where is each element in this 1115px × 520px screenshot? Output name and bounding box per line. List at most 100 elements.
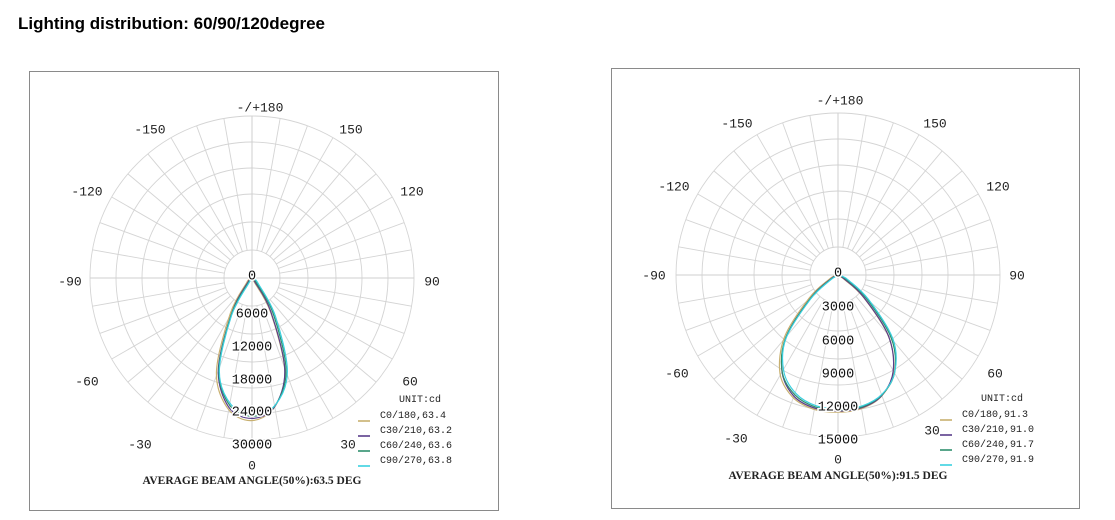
radial-tick-label: 6000 xyxy=(236,308,268,323)
grid-spoke xyxy=(864,284,991,331)
beam-angle-footer: AVERAGE BEAM ANGLE(50%):91.5 DEG xyxy=(729,470,948,482)
grid-spoke xyxy=(127,295,231,383)
grid-spoke xyxy=(678,279,811,304)
series-line-c0-180-63-4 xyxy=(215,277,286,422)
radial-tick-label: 12000 xyxy=(232,341,273,356)
radial-tick-label: 6000 xyxy=(822,335,854,350)
series-line-c90-270-63-8 xyxy=(218,277,288,415)
angle-label: -90 xyxy=(642,268,665,283)
grid-spoke xyxy=(809,302,834,435)
grid-spoke xyxy=(278,287,405,334)
angle-label: -/+180 xyxy=(817,93,864,108)
grid-spoke xyxy=(842,302,867,435)
radial-tick-label: 12000 xyxy=(818,401,859,416)
grid-spoke xyxy=(862,193,979,262)
radial-tick-label: 3000 xyxy=(822,301,854,316)
angle-label: 30 xyxy=(340,437,356,452)
polar-chart-panel-left: -/+180 -150 150 -120 120 -90 90 -60 60 -30 30 0 0 600… xyxy=(29,71,499,511)
angle-label: 120 xyxy=(400,184,423,199)
angle-label: -150 xyxy=(721,116,752,131)
grid-spoke xyxy=(842,115,867,248)
angle-label: -150 xyxy=(134,122,165,137)
grid-spoke xyxy=(697,193,814,262)
angle-label: -60 xyxy=(665,366,688,381)
grid-spoke xyxy=(756,299,825,416)
angle-label: 60 xyxy=(402,374,418,389)
angle-label: 30 xyxy=(924,423,940,438)
radial-tick-label: 0 xyxy=(248,270,256,285)
angle-label: 0 xyxy=(834,452,842,467)
grid-spoke xyxy=(170,302,239,419)
grid-spoke xyxy=(223,118,248,251)
grid-spoke xyxy=(847,301,894,428)
grid-spoke xyxy=(223,305,248,438)
grid-spoke xyxy=(127,173,231,261)
grid-spoke xyxy=(99,287,226,334)
grid-spoke xyxy=(865,279,998,304)
polar-chart-right: -/+180-150 150-120 120-90 90-60 60-303000300… xyxy=(642,93,1034,482)
grid-spoke xyxy=(855,296,943,400)
radial-tick-label: 0 xyxy=(834,267,842,282)
angle-label: 150 xyxy=(923,116,946,131)
grid-spoke xyxy=(809,115,834,248)
legend-label-c90-270-63-8: C90/270,63.8 xyxy=(380,455,452,467)
grid-spoke xyxy=(713,170,817,258)
legend-label-c30-210-63-2: C30/210,63.2 xyxy=(380,425,452,437)
legend-label-c0-180-91-3: C0/180,91.3 xyxy=(962,409,1028,421)
unit-label: UNIT:cd xyxy=(981,393,1023,405)
grid-spoke xyxy=(851,134,920,251)
polar-grid xyxy=(675,112,1001,438)
grid-spoke xyxy=(278,222,405,269)
legend-label-c60-240-91-7: C60/240,91.7 xyxy=(962,439,1034,451)
series-line-c90-270-91-9 xyxy=(781,274,897,410)
grid-spoke xyxy=(196,125,243,252)
angle-label: 150 xyxy=(339,122,362,137)
grid-spoke xyxy=(733,150,821,254)
grid-spoke xyxy=(273,173,377,261)
grid-spoke xyxy=(859,292,963,380)
angle-label: -60 xyxy=(75,374,98,389)
grid-spoke xyxy=(733,296,821,400)
grid-spoke xyxy=(92,282,225,307)
grid-spoke xyxy=(279,282,412,307)
angle-label: -/+180 xyxy=(237,100,284,115)
page-title: Lighting distribution: 60/90/120degree xyxy=(18,14,325,33)
angle-label: 120 xyxy=(986,179,1009,194)
angle-label: -90 xyxy=(58,274,81,289)
grid-spoke xyxy=(99,222,226,269)
radial-tick-label: 18000 xyxy=(232,374,273,389)
angle-label: -120 xyxy=(71,184,102,199)
unit-label: UNIT:cd xyxy=(399,394,441,406)
grid-spoke xyxy=(685,219,812,266)
legend-label-c60-240-63-6: C60/240,63.6 xyxy=(380,440,452,452)
radial-tick-label: 15000 xyxy=(818,434,859,449)
angle-label: -30 xyxy=(724,431,747,446)
grid-spoke xyxy=(170,137,239,254)
beam-angle-footer: AVERAGE BEAM ANGLE(50%):63.5 DEG xyxy=(143,475,362,487)
grid-spoke xyxy=(256,305,281,438)
grid-spoke xyxy=(147,299,235,403)
angle-label: -30 xyxy=(128,437,151,452)
angle-label: 0 xyxy=(248,458,256,473)
legend-label-c0-180-63-4: C0/180,63.4 xyxy=(380,410,446,422)
grid-spoke xyxy=(147,153,235,257)
grid-spoke xyxy=(276,196,393,265)
grid-spoke xyxy=(782,301,829,428)
angle-label: -120 xyxy=(658,179,689,194)
grid-spoke xyxy=(269,153,357,257)
grid-spoke xyxy=(111,196,228,265)
polar-chart-left: -/+180 -150 150 -120 120 -90 90 -60 60 -30 30 0 0 600… xyxy=(58,100,452,487)
grid-spoke xyxy=(678,246,811,271)
grid-spoke xyxy=(862,288,979,357)
grid-spoke xyxy=(265,137,334,254)
grid-spoke xyxy=(782,122,829,249)
grid-spoke xyxy=(855,150,943,254)
angle-label: 60 xyxy=(987,366,1003,381)
grid-spoke xyxy=(279,249,412,274)
grid-spoke xyxy=(261,125,308,252)
grid-spoke xyxy=(111,291,228,360)
grid-spoke xyxy=(713,292,817,380)
grid-spoke xyxy=(847,122,894,249)
grid-spoke xyxy=(756,134,825,251)
angle-label: 90 xyxy=(424,274,440,289)
